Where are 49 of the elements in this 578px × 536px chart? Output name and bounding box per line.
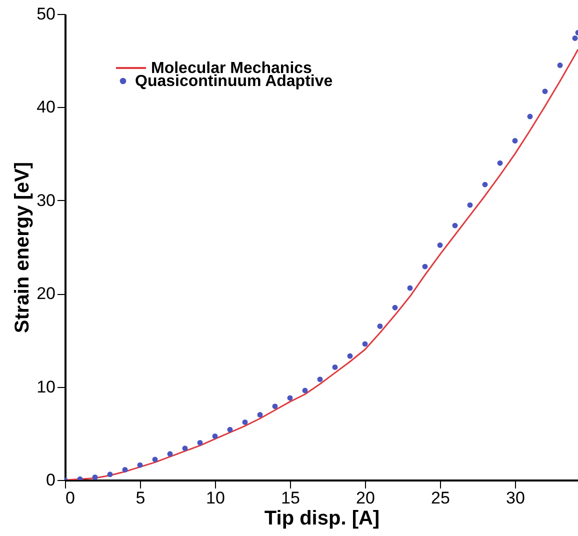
point (407, 285, 413, 291)
point (302, 388, 308, 394)
point (257, 412, 263, 418)
legend-label: Quasicontinuum Adaptive (135, 73, 333, 90)
point (227, 426, 233, 432)
point (557, 62, 563, 68)
y-tick-label: 10 (36, 377, 56, 396)
point (452, 222, 458, 228)
x-tick-label: 15 (281, 488, 300, 508)
point (317, 376, 323, 382)
x-tick-label: 10 (206, 488, 225, 508)
point (137, 462, 143, 468)
point (92, 474, 98, 480)
point (437, 242, 443, 248)
point (512, 138, 518, 144)
point (467, 202, 473, 208)
point (572, 36, 578, 41)
point (482, 182, 488, 188)
x-tick-label: 0 (66, 488, 75, 508)
point (497, 160, 503, 166)
point (347, 353, 353, 359)
point (122, 467, 128, 472)
point (392, 304, 398, 310)
y-tick-label: 30 (36, 190, 56, 210)
y-tick-label: 0 (46, 470, 56, 490)
y-tick-label: 40 (36, 98, 56, 117)
point (107, 472, 113, 478)
x-tick-label: 30 (506, 488, 525, 508)
point (332, 364, 338, 370)
point (422, 264, 428, 270)
point (212, 433, 218, 439)
point (197, 440, 203, 446)
point (362, 341, 368, 347)
point (272, 404, 278, 410)
x-tick-label: 20 (356, 488, 375, 508)
point (152, 456, 158, 462)
y-tick-label: 50 (36, 4, 56, 24)
point (542, 88, 548, 94)
point (377, 323, 383, 329)
x-axis-title: Tip disp. [A] (264, 508, 380, 530)
x-tick-label: 5 (136, 488, 146, 508)
point (287, 395, 293, 401)
point (242, 419, 248, 425)
point (182, 446, 188, 452)
x-tick-label: 25 (431, 488, 450, 508)
y-axis-title: Strain energy [eV] (12, 162, 34, 334)
point (167, 451, 173, 457)
y-tick-label: 20 (36, 284, 56, 304)
point (527, 114, 533, 120)
